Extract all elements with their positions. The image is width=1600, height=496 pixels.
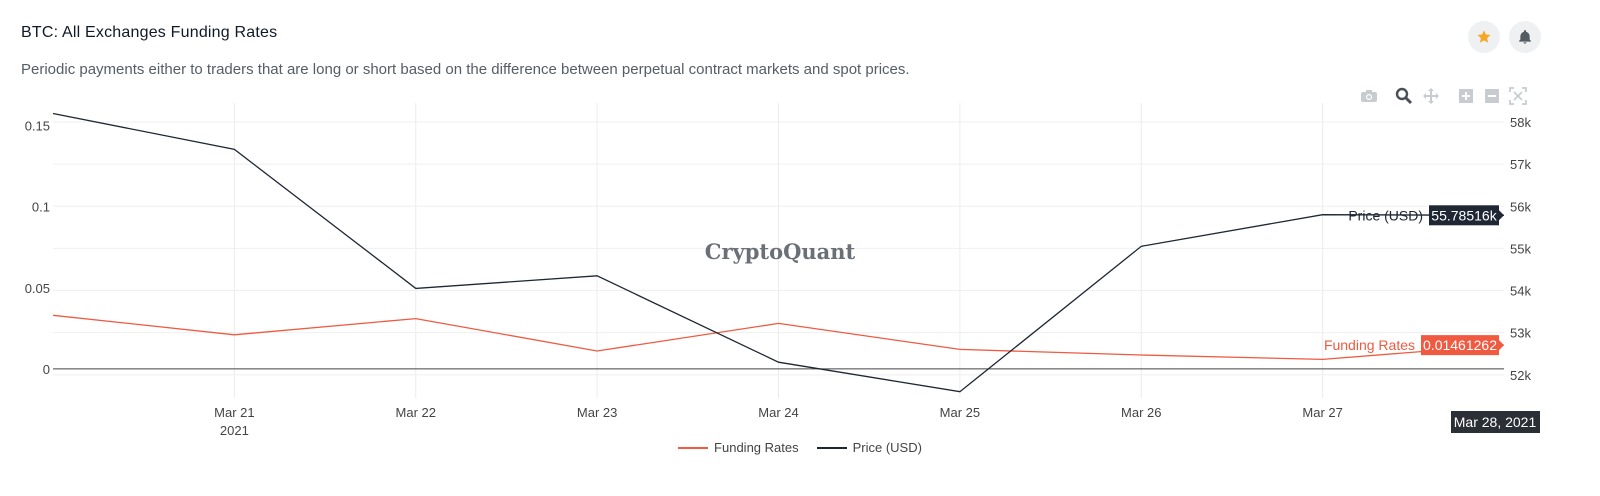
- legend-swatch-price: [816, 446, 847, 449]
- page-title: BTC: All Exchanges Funding Rates: [21, 24, 278, 41]
- autoscale-icon[interactable]: [1507, 86, 1529, 106]
- funding-rate-chart[interactable]: CryptoQuant 0 0.05 0.1 0.15 52k 53k 54k 55k 56k 5…: [0, 0, 1600, 440]
- y-left-tick-label: 0.15: [25, 119, 50, 134]
- legend-swatch-funding: [678, 446, 709, 449]
- y-left-tick-label: 0: [43, 362, 50, 377]
- series-line-funding-rates: [52, 314, 1505, 361]
- price-hover-value: 55.78516k: [1431, 207, 1497, 223]
- y-right-tick-label: 53k: [1510, 326, 1531, 341]
- y-left-tick-label: 0.1: [32, 200, 50, 215]
- funding-hover-label: Funding Rates: [1324, 337, 1415, 353]
- legend-label-price: Price (USD): [852, 440, 922, 455]
- date-hover-value: Mar 28, 2021: [1454, 414, 1537, 430]
- zoom-in-icon[interactable]: [1455, 86, 1477, 106]
- x-tick-label: Mar 26: [1121, 405, 1161, 420]
- zoom-icon[interactable]: [1393, 86, 1415, 106]
- y-right-tick-label: 56k: [1510, 199, 1531, 214]
- bell-icon: [1519, 30, 1531, 44]
- funding-hover-value-box: [1421, 335, 1499, 356]
- camera-icon[interactable]: [1358, 86, 1380, 106]
- chart-legend: Funding Rates Price (USD): [0, 440, 1600, 455]
- funding-hover-pointer: [1499, 340, 1504, 351]
- x-tick-label: Mar 24: [758, 405, 798, 420]
- funding-hover-value: 0.01461262: [1423, 337, 1497, 353]
- legend-item-funding-rates[interactable]: Funding Rates: [678, 440, 799, 455]
- price-hover-value-box: [1429, 205, 1499, 226]
- y-left-tick-label: 0.05: [25, 281, 50, 296]
- watermark: CryptoQuant: [705, 239, 856, 264]
- x-tick-label: Mar 25: [940, 405, 980, 420]
- y-right-tick-label: 57k: [1510, 157, 1531, 172]
- x-tick-label: Mar 27: [1302, 405, 1342, 420]
- star-icon: [1477, 30, 1491, 43]
- x-tick-sublabel: 2021: [220, 423, 249, 438]
- legend-item-price[interactable]: Price (USD): [816, 440, 922, 455]
- notification-button[interactable]: [1509, 21, 1541, 53]
- date-hover-box: [1451, 411, 1540, 433]
- x-tick-label: Mar 23: [577, 405, 617, 420]
- pan-icon[interactable]: [1420, 86, 1442, 106]
- y-right-tick-label: 55k: [1510, 241, 1531, 256]
- x-tick-label: Mar 22: [396, 405, 436, 420]
- y-right-tick-label: 58k: [1510, 115, 1531, 130]
- price-hover-label: Price (USD): [1348, 207, 1423, 223]
- x-tick-label: Mar 21: [214, 405, 254, 420]
- y-right-tick-label: 52k: [1510, 368, 1531, 383]
- price-hover-pointer: [1499, 210, 1504, 221]
- series-line-price-usd-: [52, 112, 1505, 393]
- favorite-button[interactable]: [1468, 21, 1500, 53]
- page-subtitle: Periodic payments either to traders that…: [21, 61, 910, 78]
- zoom-out-icon[interactable]: [1481, 86, 1503, 106]
- legend-label-funding: Funding Rates: [714, 440, 799, 455]
- y-right-tick-label: 54k: [1510, 284, 1531, 299]
